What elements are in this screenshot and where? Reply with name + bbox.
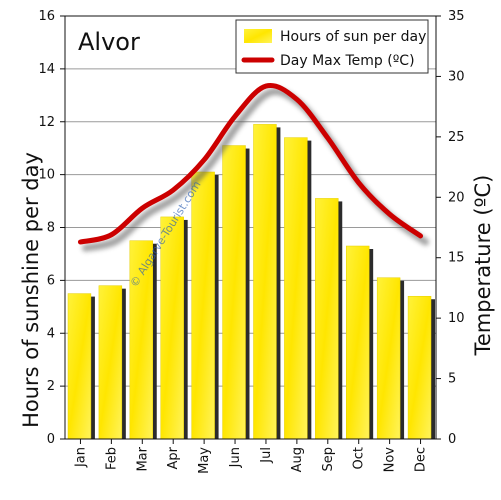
x-tick-label: Sep: [321, 447, 336, 472]
right-tick-label: 10: [448, 311, 465, 326]
y2-axis-title: Temperature (ºC): [471, 175, 495, 357]
right-axis-ticks: 0 5 10 15 20 25 30 35: [436, 9, 465, 447]
axes: [64, 15, 437, 440]
right-tick-label: 5: [448, 372, 456, 387]
left-tick-label: 6: [47, 273, 55, 288]
bar-jun: [222, 145, 246, 440]
left-tick-label: 4: [47, 326, 55, 341]
x-tick-label: Feb: [104, 447, 119, 470]
left-tick-label: 12: [38, 115, 55, 130]
bar-nov: [376, 277, 401, 440]
line-series: [77, 83, 430, 252]
right-tick-label: 35: [448, 9, 465, 24]
legend-box: [235, 19, 429, 74]
left-tick-label: 10: [38, 168, 55, 183]
x-tick-label: Apr: [166, 446, 181, 469]
left-tick-label: 2: [47, 379, 55, 394]
x-tick-label: Nov: [383, 447, 398, 473]
x-tick-label: Oct: [352, 447, 367, 469]
legend-label-sun: Hours of sun per day: [280, 29, 426, 45]
x-tick-label: Aug: [290, 447, 305, 472]
x-tick-label: Jan: [73, 447, 88, 468]
chart-title: Alvor: [78, 28, 140, 56]
left-tick-label: 14: [38, 62, 55, 77]
x-tick-label: May: [197, 447, 212, 474]
bar-sep: [315, 198, 339, 440]
left-axis-ticks: 0 2 4 6 8 10 12 14 16: [38, 9, 65, 447]
legend: Hours of sun per day Day Max Temp (ºC): [235, 19, 429, 74]
bar-feb: [98, 285, 123, 440]
bar-apr: [160, 216, 184, 440]
right-tick-label: 20: [448, 190, 465, 205]
x-tick-label: Jun: [228, 447, 243, 468]
left-tick-label: 0: [47, 432, 55, 447]
x-tick-label: Jul: [259, 447, 274, 464]
right-tick-label: 0: [448, 432, 456, 447]
x-tick-label: Mar: [135, 446, 150, 471]
legend-swatch-sun: [244, 29, 272, 43]
right-tick-label: 30: [448, 69, 465, 84]
bar-jan: [67, 293, 92, 440]
bar-may: [191, 171, 215, 440]
x-axis-ticks: Jan Feb Mar Apr May Jun Jul Aug Sep Oct Nov Dec: [73, 439, 429, 474]
left-tick-label: 16: [38, 9, 55, 24]
bar-series: [67, 124, 435, 440]
y-axis-title: Hours of sunshine per day: [19, 152, 43, 428]
bar-aug: [284, 137, 308, 440]
right-tick-label: 15: [448, 251, 465, 266]
legend-label-temp: Day Max Temp (ºC): [280, 53, 415, 69]
right-tick-label: 25: [448, 130, 465, 145]
temperature-line: [77, 83, 424, 245]
x-tick-label: Dec: [414, 447, 429, 472]
bar-dec: [407, 295, 432, 440]
left-tick-label: 8: [47, 221, 55, 236]
bar-oct: [346, 245, 370, 440]
bar-jul: [253, 124, 277, 440]
